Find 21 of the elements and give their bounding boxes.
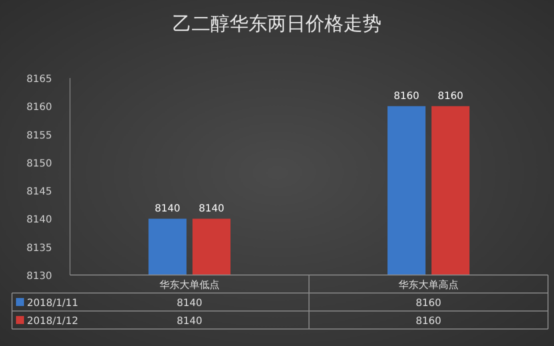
y-tick-label: 8160 <box>26 102 52 114</box>
data-label: 8140 <box>198 204 224 215</box>
data-label: 8140 <box>154 204 180 215</box>
data-label: 8160 <box>394 91 420 102</box>
x-tick-label: 华东大单高点 <box>398 279 458 291</box>
x-tick-label: 华东大单低点 <box>160 279 220 291</box>
y-tick-label: 8155 <box>26 130 52 142</box>
legend-label: 2018/1/11 <box>27 298 78 309</box>
text: 8160 <box>416 298 442 309</box>
text: 8140 <box>176 316 202 327</box>
text: 8140 <box>176 298 202 309</box>
data-label: 8160 <box>438 91 464 102</box>
y-tick-label: 8165 <box>26 74 52 85</box>
legend-label: 2018/1/12 <box>27 316 78 327</box>
y-tick-label: 8130 <box>26 271 52 282</box>
chart-title: 乙二醇华东两日价格走势 <box>172 13 382 35</box>
y-tick-label: 8150 <box>26 158 52 170</box>
y-tick-label: 8145 <box>26 186 52 198</box>
y-tick-label: 8140 <box>26 214 52 226</box>
text: 8160 <box>416 316 442 327</box>
y-tick-label: 8135 <box>26 242 52 254</box>
